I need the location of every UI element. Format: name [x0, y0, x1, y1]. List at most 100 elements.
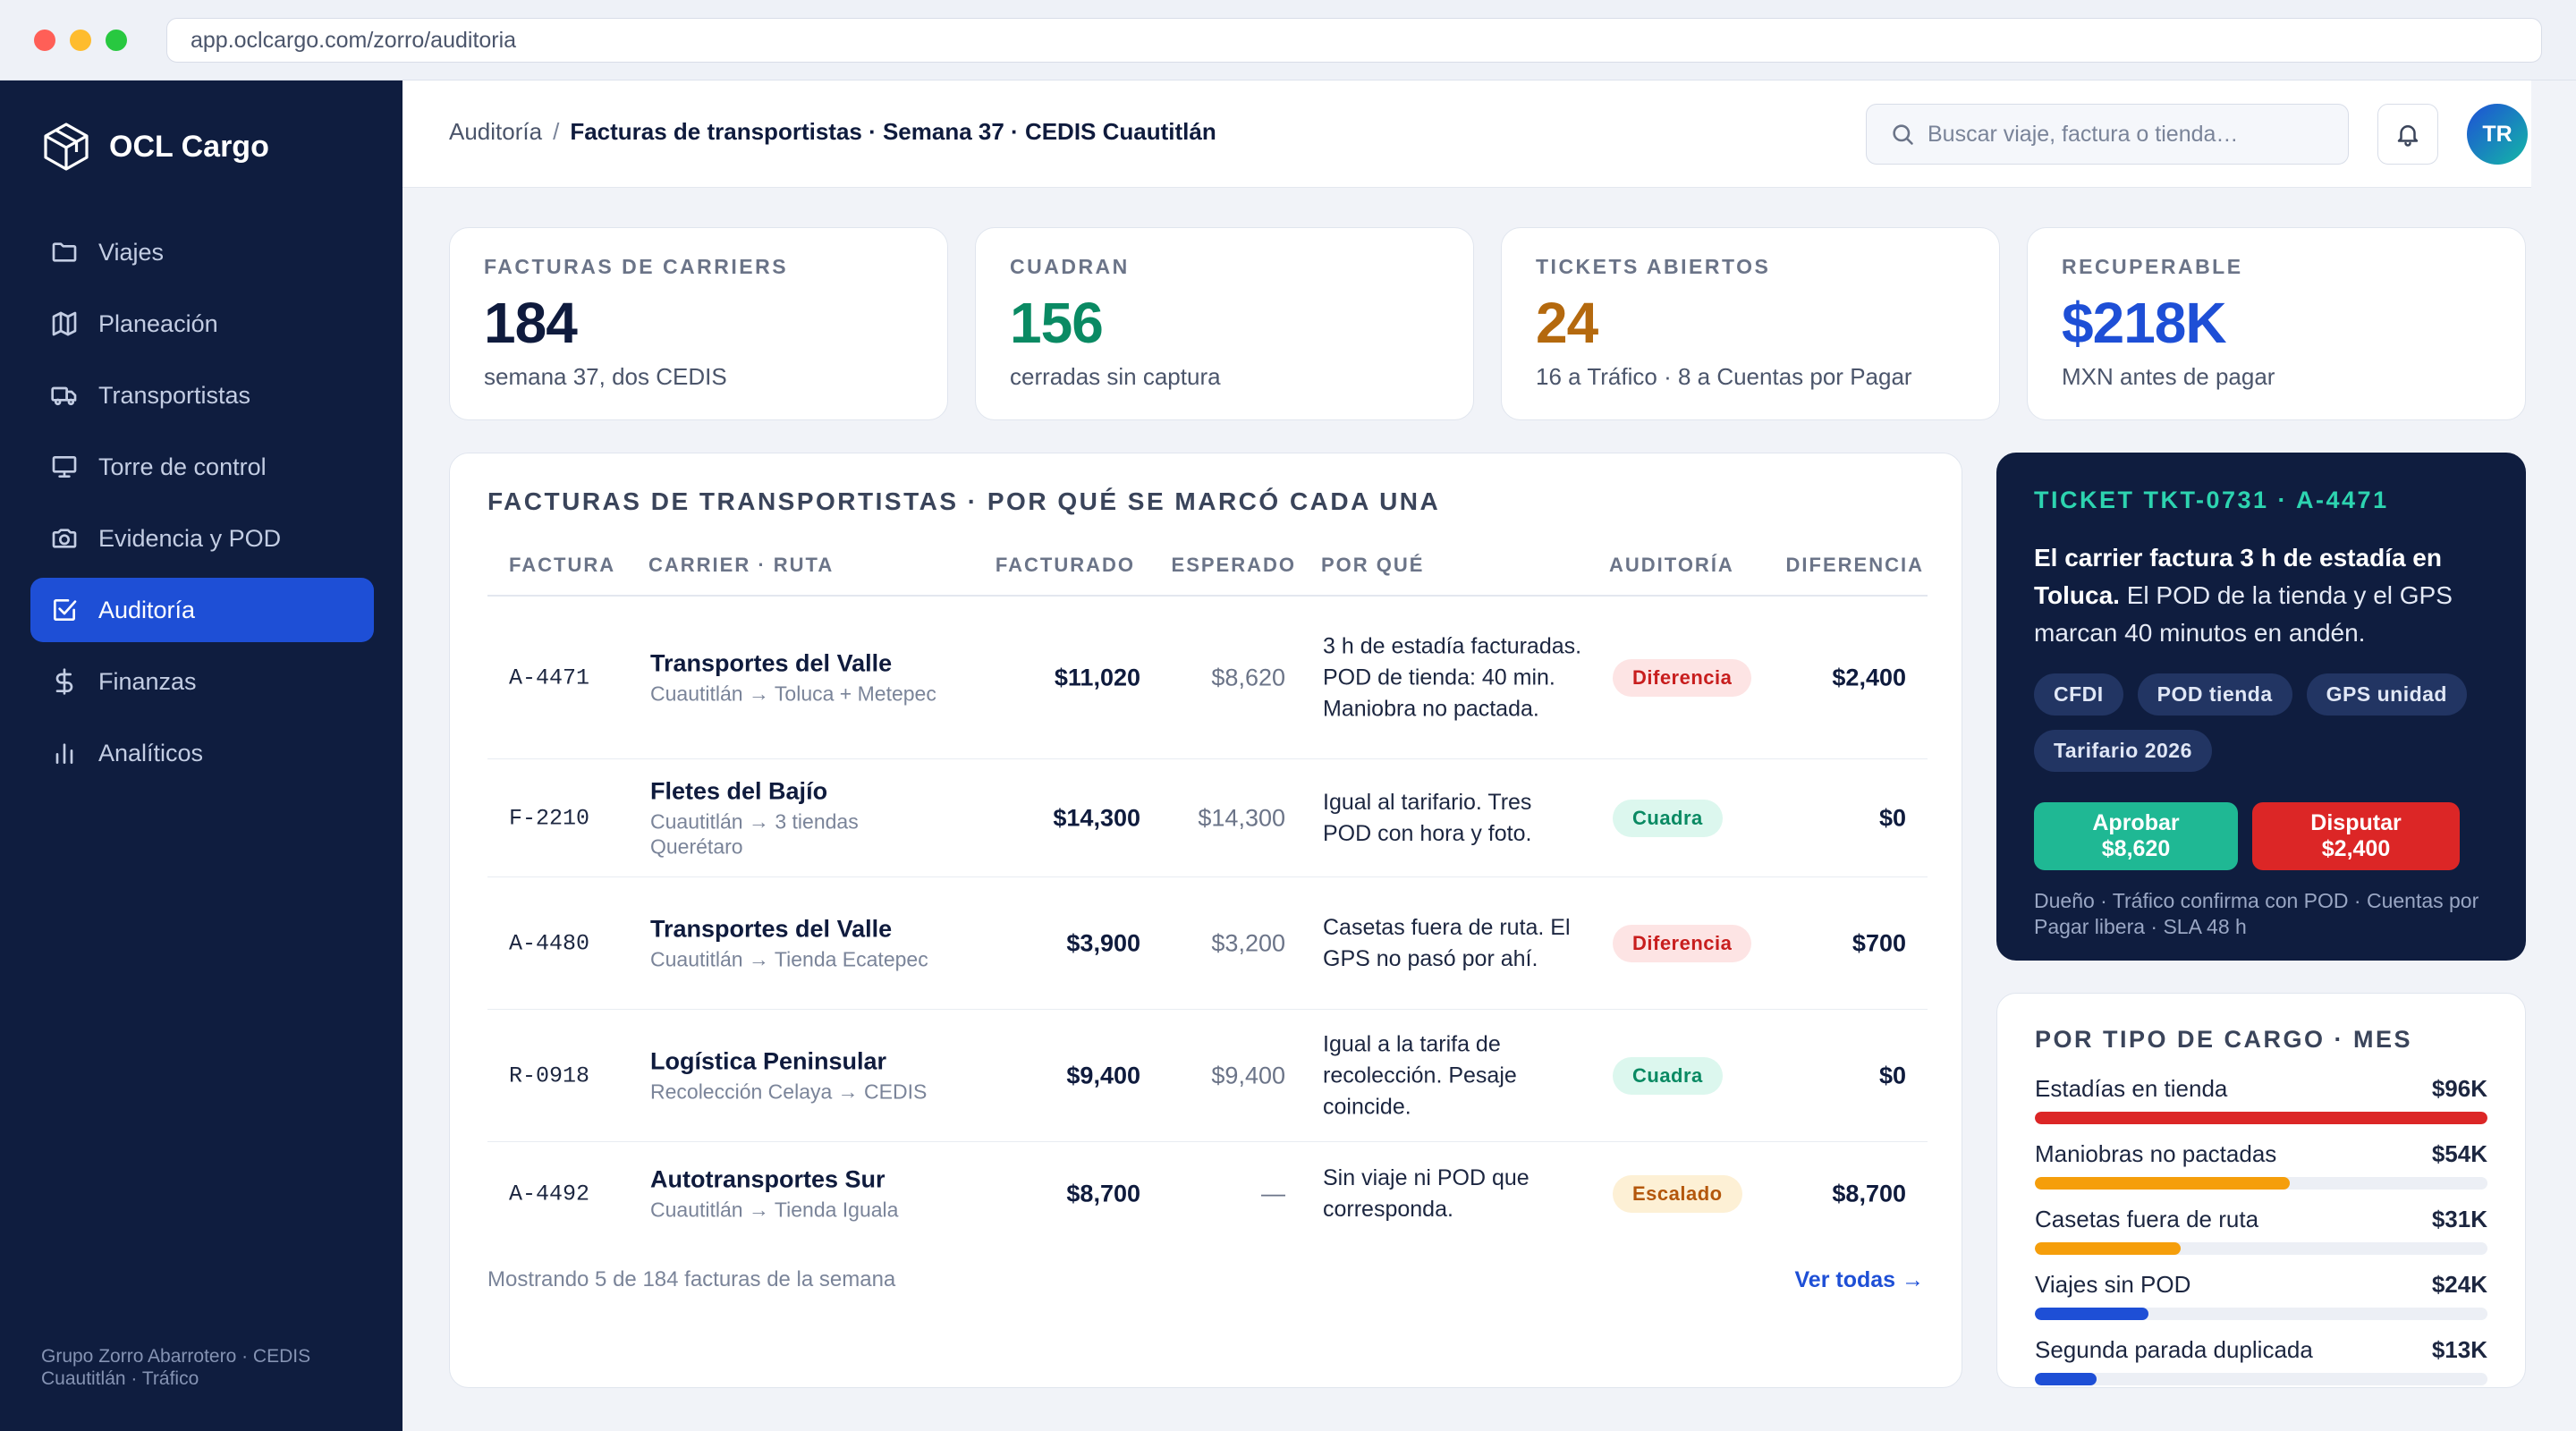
brand[interactable]: OCL Cargo — [39, 120, 269, 174]
carrier-cell: Autotransportes Sur Cuautitlán → Tienda … — [650, 1166, 990, 1223]
carrier-cell: Fletes del Bajío Cuautitlán → 3 tiendas … — [650, 777, 990, 859]
column-header-factura[interactable]: FACTURA — [509, 554, 616, 576]
dollar-icon — [55, 668, 73, 695]
audit-cell: Cuadra — [1613, 1056, 1723, 1095]
invoice-id[interactable]: A-4471 — [509, 665, 590, 690]
kpi-label: RECUPERABLE — [2062, 255, 2243, 278]
breadcrumb-root[interactable]: Auditoría — [449, 118, 543, 145]
sidebar-item-auditoria[interactable]: Auditoría — [30, 578, 374, 642]
carrier-route: Cuautitlán → Tienda Ecatepec — [650, 947, 928, 970]
cargo-type-item[interactable]: Maniobras no pactadas $54K — [2035, 1140, 2487, 1190]
sidebar-item-transportistas[interactable]: Transportistas — [30, 363, 374, 428]
ticket-card: TICKET TKT-0731 · A-4471 El carrier fact… — [1996, 453, 2526, 961]
brand-name: OCL Cargo — [109, 129, 269, 164]
cargo-type-amount: $54K — [2431, 1140, 2487, 1167]
table-row[interactable]: A-4492 Autotransportes Sur Cuautitlán → … — [487, 1142, 1928, 1246]
column-header-esperado[interactable]: ESPERADO — [1171, 554, 1296, 576]
breadcrumb: Auditoría / Facturas de transportistas · S… — [449, 118, 1216, 146]
sidebar: OCL Cargo Viajes Planeación Transportist… — [0, 80, 402, 1431]
header-divider — [487, 595, 1928, 597]
reason-text: 3 h de estadía facturadas. POD de tienda… — [1323, 633, 1582, 721]
view-all-link[interactable]: Ver todas → — [1794, 1267, 1925, 1292]
notifications-button[interactable] — [2377, 104, 2438, 165]
kpi-value: 184 — [484, 291, 578, 355]
sidebar-item-evidencia-pod[interactable]: Evidencia y POD — [30, 506, 374, 571]
column-header-auditoria[interactable]: AUDITORÍA — [1609, 554, 1734, 576]
cargo-type-label: Estadías en tienda — [2035, 1075, 2228, 1102]
cargo-type-row: Maniobras no pactadas $54K — [2035, 1140, 2487, 1168]
invoice-id[interactable]: A-4492 — [509, 1181, 590, 1207]
folder-icon — [52, 242, 77, 262]
billed-amount: $3,900 — [1066, 929, 1140, 956]
evidence-chip[interactable]: POD tienda — [2137, 673, 2292, 716]
evidence-chips: CFDI POD tienda GPS unidad Tarifario 202… — [2034, 673, 2488, 772]
expected-amount: $14,300 — [1198, 804, 1285, 831]
kpi-sub: MXN antes de pagar — [2062, 363, 2275, 390]
minimize-window-button[interactable] — [70, 30, 91, 51]
search-input[interactable] — [1928, 121, 2321, 148]
cargo-type-item[interactable]: Segunda parada duplicada $13K — [2035, 1336, 2487, 1385]
sidebar-item-label: Planeación — [98, 309, 218, 337]
cargo-type-bar — [2035, 1177, 2290, 1190]
column-header-por-que[interactable]: POR QUÉ — [1321, 554, 1425, 576]
invoice-id[interactable]: R-0918 — [509, 1063, 590, 1088]
kpi-value: 156 — [1010, 291, 1104, 355]
table-row[interactable]: R-0918 Logística Peninsular Recolección … — [487, 1010, 1928, 1142]
cargo-type-label: Casetas fuera de ruta — [2035, 1206, 2259, 1232]
search-box[interactable] — [1866, 104, 2349, 165]
cargo-type-row: Segunda parada duplicada $13K — [2035, 1336, 2487, 1364]
carrier-name: Transportes del Valle — [650, 649, 893, 676]
cargo-type-item[interactable]: Casetas fuera de ruta $31K — [2035, 1206, 2487, 1255]
status-badge: Diferencia — [1613, 924, 1752, 962]
evidence-chip[interactable]: Tarifario 2026 — [2034, 730, 2212, 772]
invoices-title: FACTURAS DE TRANSPORTISTAS · POR QUÉ SE … — [487, 487, 1441, 515]
browser-chrome: app.oclcargo.com/zorro/auditoria — [0, 0, 2576, 80]
cargo-type-item[interactable]: Viajes sin POD $24K — [2035, 1271, 2487, 1320]
bar-chart-icon — [55, 743, 73, 764]
column-header-diferencia[interactable]: DIFERENCIA — [1785, 554, 1924, 576]
column-header-facturado[interactable]: FACTURADO — [995, 554, 1135, 576]
carrier-name: Transportes del Valle — [650, 915, 893, 942]
kpi-sub: 16 a Tráfico · 8 a Cuentas por Pagar — [1536, 363, 1912, 390]
invoice-id[interactable]: A-4480 — [509, 930, 590, 956]
difference-amount: $2,400 — [1832, 664, 1906, 690]
column-header-carrier[interactable]: CARRIER · RUTA — [648, 554, 835, 576]
cargo-type-row: Casetas fuera de ruta $31K — [2035, 1206, 2487, 1233]
ticket-owner: Dueño · Tráfico confirma con POD · Cuent… — [2034, 889, 2479, 938]
bell-icon — [2397, 125, 2419, 147]
table-row[interactable]: A-4471 Transportes del Valle Cuautitlán … — [487, 597, 1928, 759]
url-bar[interactable]: app.oclcargo.com/zorro/auditoria — [166, 18, 2542, 63]
cargo-type-item[interactable]: Estadías en tienda $96K — [2035, 1075, 2487, 1124]
sidebar-item-viajes[interactable]: Viajes — [30, 220, 374, 284]
carrier-route: Recolección Celaya → CEDIS — [650, 1080, 928, 1103]
cargo-type-amount: $24K — [2431, 1271, 2487, 1298]
table-footer: Mostrando 5 de 184 facturas de la semana — [487, 1267, 896, 1291]
table-row[interactable]: A-4480 Transportes del Valle Cuautitlán … — [487, 877, 1928, 1010]
sidebar-item-finanzas[interactable]: Finanzas — [30, 649, 374, 714]
sidebar-item-analiticos[interactable]: Analíticos — [30, 721, 374, 785]
carrier-route: Cuautitlán → 3 tiendas Querétaro — [650, 809, 859, 858]
ticket-description-rest: El POD de la tienda y el GPS marcan 40 m… — [2034, 581, 2453, 647]
avatar[interactable]: TR — [2467, 104, 2528, 165]
sidebar-item-label: Finanzas — [98, 667, 197, 695]
maximize-window-button[interactable] — [106, 30, 127, 51]
carrier-cell: Transportes del Valle Cuautitlán → Toluc… — [650, 649, 990, 706]
close-window-button[interactable] — [34, 30, 55, 51]
approve-button[interactable]: Aprobar $8,620 — [2034, 802, 2238, 870]
expected-amount: $8,620 — [1211, 664, 1285, 690]
dispute-button[interactable]: Disputar $2,400 — [2252, 802, 2460, 870]
evidence-chip[interactable]: GPS unidad — [2306, 673, 2467, 716]
difference-amount: $8,700 — [1832, 1180, 1906, 1207]
kpi-card-recuperable: RECUPERABLE $218K MXN antes de pagar — [2027, 227, 2526, 420]
table-row[interactable]: F-2210 Fletes del Bajío Cuautitlán → 3 t… — [487, 759, 1928, 877]
invoice-id[interactable]: F-2210 — [509, 805, 590, 831]
evidence-chip[interactable]: CFDI — [2034, 673, 2123, 716]
cargo-type-amount: $13K — [2431, 1336, 2487, 1363]
expected-amount: $3,200 — [1211, 929, 1285, 956]
sidebar-footer: Grupo Zorro Abarrotero · CEDIS Cuautitlá… — [41, 1346, 311, 1389]
status-badge: Escalado — [1613, 1175, 1742, 1213]
reason-text: Sin viaje ni POD que corresponda. — [1323, 1165, 1530, 1222]
sidebar-item-torre-de-control[interactable]: Torre de control — [30, 435, 374, 499]
billed-amount: $14,300 — [1053, 804, 1140, 831]
sidebar-item-planeacion[interactable]: Planeación — [30, 292, 374, 356]
